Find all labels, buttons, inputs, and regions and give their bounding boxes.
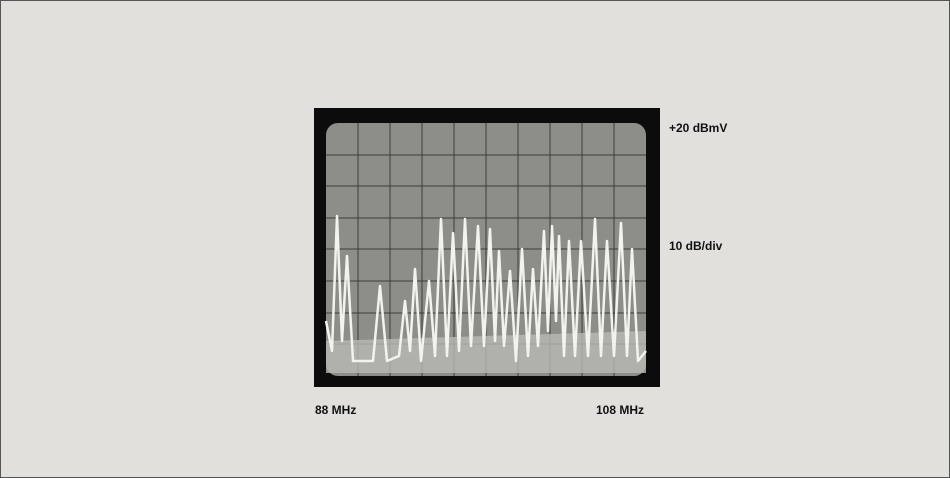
spectrum-trace bbox=[324, 214, 647, 363]
noise-floor bbox=[326, 331, 646, 373]
scale-label: 10 dB/div bbox=[669, 239, 723, 253]
reference-level: +20 dBmV bbox=[669, 121, 728, 135]
start-frequency: 88 MHz bbox=[315, 403, 357, 417]
stop-frequency: 108 MHz bbox=[596, 403, 645, 417]
